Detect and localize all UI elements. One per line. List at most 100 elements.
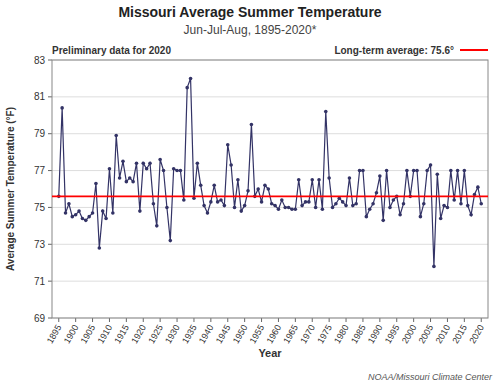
grid-line <box>52 133 488 134</box>
point <box>263 184 267 188</box>
point <box>375 191 379 195</box>
point <box>131 180 135 184</box>
point <box>324 110 328 114</box>
point <box>446 206 450 210</box>
grid-line <box>52 170 488 171</box>
point <box>155 224 159 228</box>
x-tick-label: 1950 <box>231 323 250 345</box>
x-tick-label: 2000 <box>400 323 419 345</box>
point <box>381 219 385 223</box>
x-tick-label: 1930 <box>163 323 182 345</box>
x-tick-label: 1995 <box>383 323 402 345</box>
point <box>456 169 460 173</box>
x-tick-label: 1925 <box>146 323 165 345</box>
point <box>412 169 416 173</box>
point <box>436 172 440 176</box>
point <box>121 160 125 164</box>
point <box>388 206 392 210</box>
point <box>216 200 220 204</box>
point <box>425 169 429 173</box>
y-tick-label: 81 <box>34 91 46 102</box>
grid-line <box>52 281 488 282</box>
x-tick <box>109 318 110 322</box>
point <box>81 217 85 221</box>
x-tick <box>413 318 414 322</box>
point <box>182 198 186 202</box>
point <box>168 239 172 243</box>
x-tick-label: 1975 <box>315 323 334 345</box>
point <box>108 167 112 171</box>
x-tick <box>379 318 380 322</box>
point <box>476 185 480 189</box>
x-tick <box>447 318 448 322</box>
point <box>91 211 95 215</box>
point <box>459 202 463 206</box>
point <box>101 209 105 213</box>
x-tick <box>92 318 93 322</box>
y-tick <box>48 281 52 282</box>
point <box>297 178 301 182</box>
x-tick-label: 1965 <box>281 323 300 345</box>
x-tick-label: 2015 <box>450 323 469 345</box>
y-tick <box>48 318 52 319</box>
chart: Missouri Average Summer TemperatureJun-J… <box>0 0 500 387</box>
y-tick-label: 71 <box>34 276 46 287</box>
point <box>405 169 409 173</box>
point <box>185 86 189 90</box>
point <box>378 174 382 178</box>
x-tick <box>244 318 245 322</box>
point <box>148 161 152 165</box>
point <box>125 180 129 184</box>
plot-frame <box>52 60 488 318</box>
point <box>469 213 473 217</box>
point <box>283 206 287 210</box>
point <box>94 182 98 186</box>
point <box>111 211 115 215</box>
point <box>233 206 237 210</box>
y-axis-label: Average Summer Temperature (°F) <box>5 107 16 271</box>
y-tick <box>48 133 52 134</box>
x-tick-label: 1905 <box>79 323 98 345</box>
x-tick <box>143 318 144 322</box>
x-tick <box>346 318 347 322</box>
point <box>226 143 230 147</box>
point <box>162 169 166 173</box>
point <box>385 169 389 173</box>
point <box>60 106 64 110</box>
point <box>327 176 331 180</box>
x-tick-label: 1915 <box>112 323 131 345</box>
x-tick <box>481 318 482 322</box>
point <box>351 204 355 208</box>
x-tick <box>278 318 279 322</box>
x-tick <box>58 318 59 322</box>
x-tick-label: 2020 <box>467 323 486 345</box>
x-tick <box>329 318 330 322</box>
y-tick <box>48 60 52 61</box>
point <box>179 169 183 173</box>
point <box>442 204 446 208</box>
x-tick-label: 1910 <box>96 323 115 345</box>
x-tick <box>227 318 228 322</box>
x-tick-label: 1920 <box>129 323 148 345</box>
point <box>128 176 132 180</box>
point <box>402 202 406 206</box>
x-tick <box>312 318 313 322</box>
x-tick-label: 1980 <box>332 323 351 345</box>
point <box>260 200 264 204</box>
point <box>422 202 426 206</box>
point <box>98 246 102 250</box>
grid-line <box>52 96 488 97</box>
y-tick <box>48 170 52 171</box>
average-key <box>460 49 488 51</box>
point <box>256 187 260 191</box>
point <box>202 204 206 208</box>
point <box>361 169 365 173</box>
point <box>307 200 311 204</box>
x-tick-label: 2010 <box>433 323 452 345</box>
series-line <box>59 78 481 266</box>
point <box>267 187 271 191</box>
point <box>398 213 402 217</box>
point <box>145 167 149 171</box>
point <box>317 178 321 182</box>
x-tick <box>193 318 194 322</box>
